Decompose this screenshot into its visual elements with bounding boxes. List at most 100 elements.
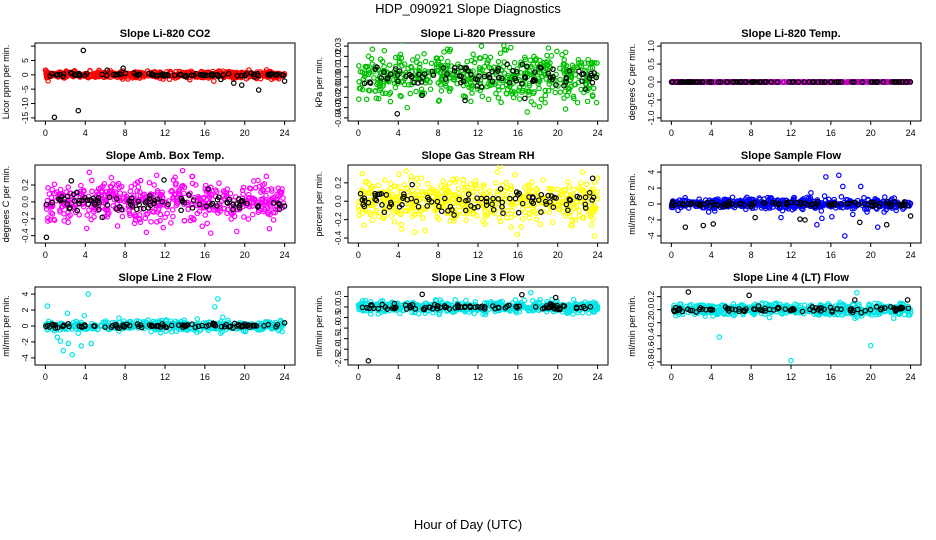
point-color: [380, 196, 387, 203]
y-tick-label: 0.2: [20, 179, 30, 191]
point-black: [133, 72, 139, 78]
point-black: [372, 196, 378, 203]
point-color: [524, 109, 531, 115]
point-color: [127, 188, 134, 195]
point-color: [468, 85, 475, 91]
point-black: [669, 199, 676, 205]
point-black: [424, 203, 431, 209]
x-tick-label: 20: [866, 250, 876, 260]
point-color: [206, 194, 213, 201]
point-color-outlier: [857, 183, 864, 190]
point-color: [487, 54, 494, 61]
point-color: [181, 217, 188, 224]
point-black: [444, 71, 450, 77]
y-tick-label: 0.03: [333, 38, 343, 55]
point-color: [498, 77, 505, 84]
point-color-outlier: [65, 340, 72, 347]
point-black: [90, 323, 97, 329]
point-black-outlier: [802, 217, 808, 223]
point-color: [399, 43, 404, 44]
point-color: [277, 189, 284, 196]
point-color: [266, 225, 273, 232]
point-black: [582, 86, 589, 93]
point-color: [428, 60, 435, 67]
point-color: [540, 177, 547, 184]
point-black: [396, 204, 403, 210]
point-black: [489, 201, 495, 208]
point-color: [526, 211, 533, 217]
point-color: [822, 201, 829, 207]
y-tick-label: 2: [20, 307, 30, 312]
point-color: [375, 310, 382, 317]
point-color: [99, 204, 106, 210]
panel-title: Slope Li-820 Temp.: [741, 28, 840, 40]
point-black: [550, 66, 556, 73]
point-black: [532, 77, 538, 84]
point-color: [157, 329, 164, 336]
point-color: [462, 93, 469, 100]
point-color: [467, 181, 474, 187]
point-black: [563, 201, 570, 208]
point-color: [381, 47, 388, 54]
point-black: [361, 203, 368, 210]
point-black: [551, 194, 557, 201]
point-color: [587, 213, 594, 219]
point-color: [510, 300, 516, 306]
point-color: [480, 183, 487, 190]
point-color: [591, 60, 598, 66]
point-black: [463, 197, 469, 204]
point-color: [51, 181, 58, 188]
point-color: [169, 187, 175, 194]
point-color: [445, 188, 452, 195]
y-tick-label: -4: [20, 354, 30, 362]
point-color: [272, 209, 278, 216]
x-tick-label: 20: [553, 372, 563, 382]
point-black: [760, 199, 767, 206]
point-color: [435, 80, 442, 86]
point-color: [443, 188, 450, 195]
point-black: [151, 72, 157, 78]
point-color: [467, 79, 474, 86]
point-color-outlier: [54, 334, 61, 340]
point-black: [451, 68, 458, 74]
x-tick-label: 24: [593, 128, 603, 138]
point-black: [199, 322, 205, 329]
y-tick-label: -1.0: [333, 321, 343, 336]
point-color: [591, 209, 597, 216]
point-color: [472, 299, 479, 305]
point-color: [267, 211, 273, 218]
point-color: [522, 56, 529, 63]
point-color: [581, 60, 588, 66]
point-color: [540, 60, 547, 66]
point-black: [512, 75, 518, 82]
point-color: [356, 62, 362, 69]
y-axis-label: degrees C per min.: [627, 44, 637, 121]
y-tick-label: -0.5: [333, 310, 343, 325]
point-color: [523, 188, 530, 194]
point-black: [103, 72, 110, 79]
point-black: [871, 202, 878, 208]
y-axis-label: degrees C per min.: [1, 166, 11, 243]
point-color: [416, 61, 423, 67]
point-black: [280, 72, 287, 79]
x-tick-label: 8: [123, 372, 128, 382]
y-tick-label: 2: [646, 185, 656, 190]
point-color: [392, 63, 399, 70]
point-color: [388, 180, 394, 187]
point-color: [414, 175, 420, 182]
point-color: [242, 328, 249, 335]
point-black: [84, 197, 91, 203]
point-black: [838, 79, 844, 85]
point-black: [214, 196, 221, 203]
point-black: [851, 79, 857, 85]
point-black: [707, 203, 714, 209]
point-black: [220, 72, 227, 78]
point-black: [375, 191, 381, 198]
point-color: [380, 81, 386, 87]
point-black: [887, 203, 894, 210]
y-tick-label: -2.0: [333, 342, 343, 357]
point-black: [49, 199, 55, 206]
point-color: [467, 68, 474, 75]
point-color: [582, 78, 588, 84]
point-black: [741, 79, 748, 85]
